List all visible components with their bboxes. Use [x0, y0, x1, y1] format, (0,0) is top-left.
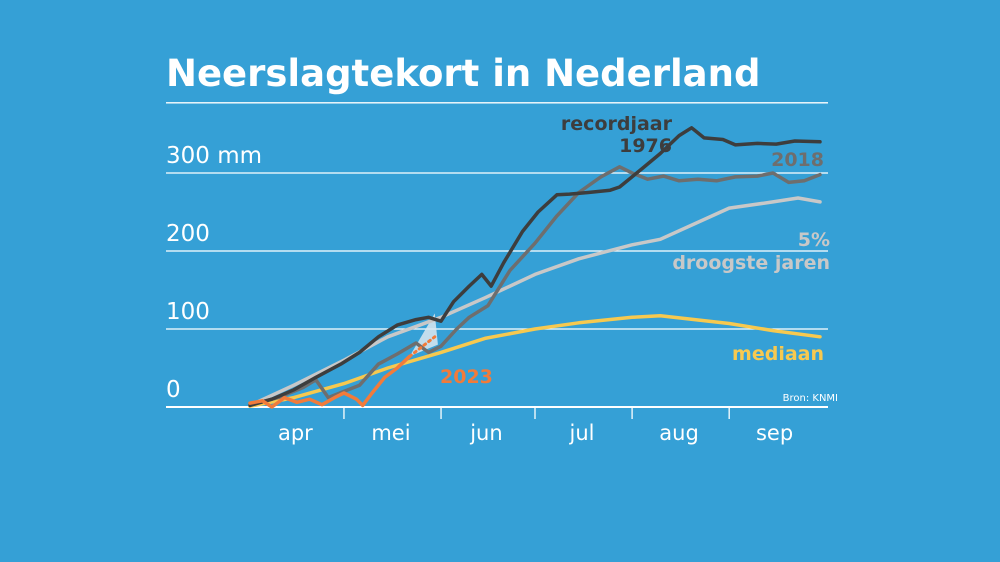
x-tick-label-aug: aug — [659, 421, 699, 445]
y-tick-label-0: 0 — [166, 377, 181, 403]
y-tick-label-200: 200 — [166, 221, 210, 247]
series-line-2023 — [248, 354, 412, 409]
x-tick-label-mei: mei — [371, 421, 410, 445]
x-tick-label-jul: jul — [568, 421, 594, 445]
chart-title: Neerslagtekort in Nederland — [166, 52, 760, 95]
grid-layer: 0 100 200 300 mm apr mei jun jul aug sep — [166, 102, 828, 445]
series-line-2018 — [248, 165, 822, 407]
series-label-recordjaar-1976-0: recordjaar — [561, 113, 673, 135]
series-line-recordjaar-1976 — [248, 126, 822, 408]
forecast-line-2023 — [408, 335, 437, 358]
series-line-mediaan — [248, 313, 822, 408]
series-label-2023-0: 2023 — [440, 366, 493, 388]
series-label-5-droogste-jaren-0: 5% — [798, 229, 830, 251]
series-label-mediaan-0: mediaan — [732, 343, 824, 365]
y-tick-label-100: 100 — [166, 299, 210, 325]
series-layer — [248, 126, 822, 409]
x-tick-label-apr: apr — [278, 421, 313, 445]
y-tick-label-300: 300 mm — [166, 143, 262, 169]
x-tick-label-sep: sep — [756, 421, 793, 445]
series-label-recordjaar-1976-1: 1976 — [619, 135, 672, 157]
source-note: Bron: KNMI — [783, 393, 838, 404]
series-line-5-droogste-jaren — [248, 196, 822, 408]
series-label-2018-0: 2018 — [771, 149, 824, 171]
series-label-5-droogste-jaren-1: droogste jaren — [672, 252, 830, 274]
x-tick-label-jun: jun — [469, 421, 502, 445]
